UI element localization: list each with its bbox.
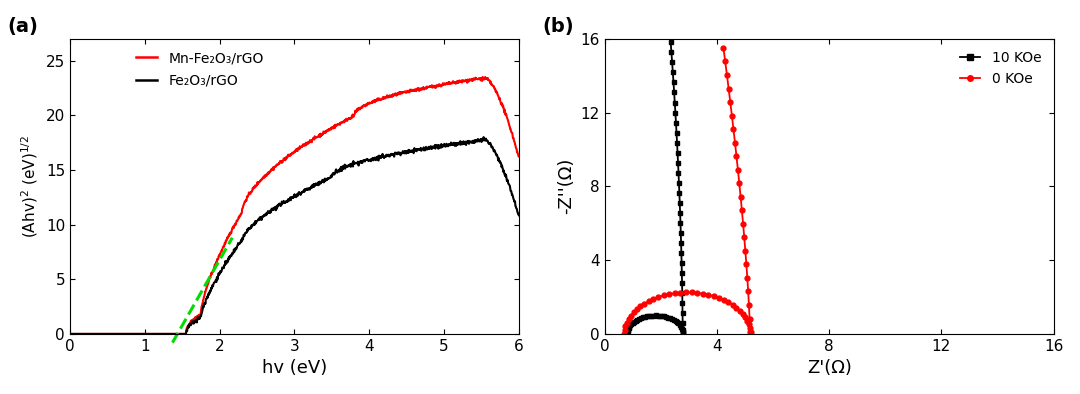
Y-axis label: (Ahv)$^{2}$ (eV)$^{1/2}$: (Ahv)$^{2}$ (eV)$^{1/2}$ — [19, 135, 40, 238]
10 KOe — [664, 40, 677, 45]
10 KOe — [671, 150, 684, 155]
10 KOe — [651, 313, 664, 318]
X-axis label: Z'(Ω): Z'(Ω) — [807, 359, 852, 377]
Text: (a): (a) — [8, 17, 38, 36]
0 KOe — [717, 297, 730, 302]
Line: 0 KOe: 0 KOe — [622, 45, 753, 336]
Y-axis label: -Z''(Ω): -Z''(Ω) — [557, 158, 575, 214]
Legend: Mn-Fe₂O₃/rGO, Fe₂O₃/rGO: Mn-Fe₂O₃/rGO, Fe₂O₃/rGO — [131, 46, 269, 93]
0 KOe — [741, 275, 754, 280]
10 KOe — [645, 313, 658, 318]
0 KOe — [669, 291, 681, 296]
Text: (b): (b) — [542, 17, 573, 36]
0 KOe — [742, 289, 755, 294]
0 KOe — [717, 46, 730, 50]
0 KOe — [618, 332, 631, 336]
10 KOe — [671, 140, 684, 145]
Legend: 10 KOe, 0 KOe: 10 KOe, 0 KOe — [954, 46, 1047, 92]
10 KOe — [621, 332, 634, 336]
Line: 10 KOe: 10 KOe — [624, 40, 686, 336]
10 KOe — [676, 329, 689, 334]
0 KOe — [619, 324, 632, 329]
X-axis label: hv (eV): hv (eV) — [261, 359, 327, 377]
0 KOe — [620, 320, 633, 325]
10 KOe — [640, 314, 653, 319]
